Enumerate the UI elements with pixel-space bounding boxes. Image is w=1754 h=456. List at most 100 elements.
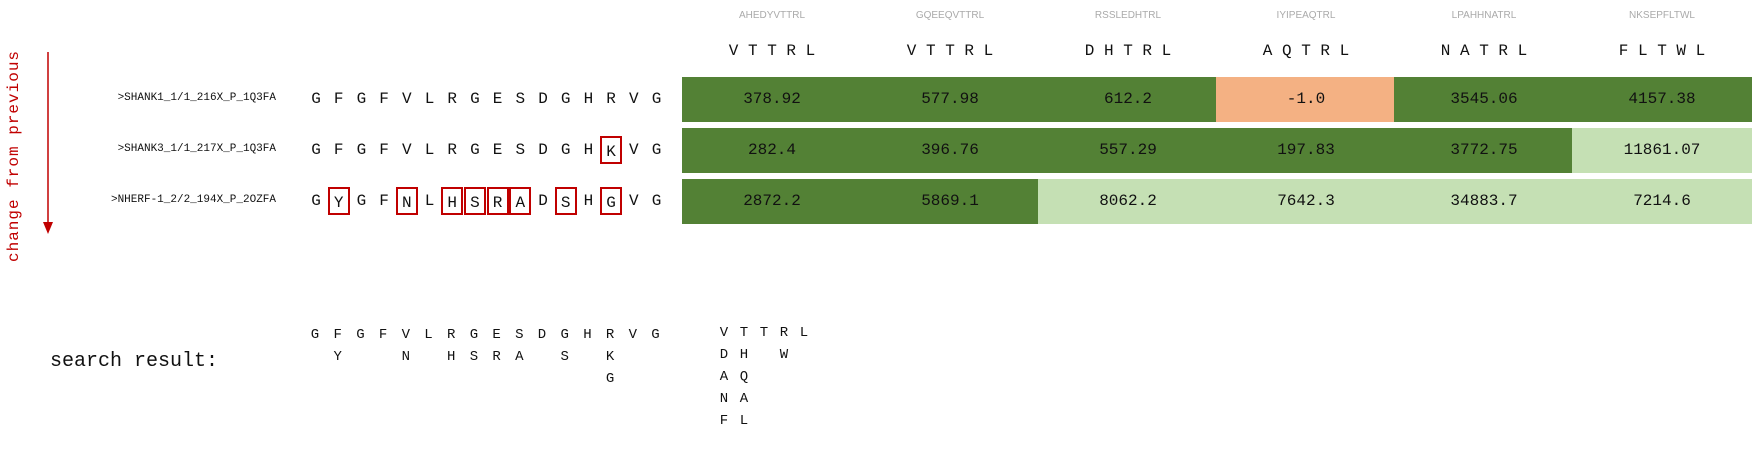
score-cell: 378.92: [682, 77, 862, 122]
score-cell: -1.0: [1216, 77, 1396, 122]
score-cell: 34883.7: [1394, 179, 1574, 224]
search-peptide-residue: F: [719, 413, 729, 429]
residue: G: [356, 192, 367, 210]
residue: F: [379, 192, 389, 210]
residue: L: [424, 192, 435, 210]
residue: G: [311, 90, 321, 108]
residue: F: [379, 141, 389, 159]
search-residue: G: [356, 327, 365, 343]
search-residue: S: [515, 327, 524, 343]
score-cell: 282.4: [682, 128, 862, 173]
residue: H: [583, 141, 594, 159]
search-peptide-residue: V: [719, 325, 729, 341]
search-residue: R: [492, 349, 501, 365]
search-peptide-residue: N: [719, 391, 729, 407]
peptide-short-label: D H T R L: [1084, 42, 1172, 60]
search-residue: L: [424, 327, 433, 343]
residue: G: [560, 90, 571, 108]
search-peptide-residue: D: [719, 347, 729, 363]
residue: V: [401, 90, 412, 108]
residue: V: [628, 90, 639, 108]
search-residue: S: [560, 349, 569, 365]
search-residue: H: [583, 327, 592, 343]
peptide-full-label: GQEEQVTTRL: [915, 10, 985, 21]
residue: L: [424, 90, 435, 108]
changed-residue: S: [463, 187, 486, 215]
residue: F: [333, 90, 344, 108]
search-peptide-residue: T: [759, 325, 769, 341]
row-label: >NHERF-1_2/2_194X_P_2OZFA: [110, 194, 276, 206]
residue: V: [628, 192, 639, 210]
changed-residue: A: [509, 187, 532, 215]
residue: G: [651, 90, 662, 108]
score-cell: 7214.6: [1572, 179, 1752, 224]
peptide-full-label: LPAHHNATRL: [1451, 10, 1517, 21]
search-result-label: search result:: [50, 350, 219, 373]
residue: R: [447, 90, 457, 108]
search-residue: G: [651, 327, 660, 343]
search-residue: F: [378, 327, 388, 343]
residue: G: [651, 192, 662, 210]
search-peptide-residue: T: [739, 325, 749, 341]
changed-residue: S: [554, 187, 577, 215]
residue: G: [470, 90, 480, 108]
residue: L: [424, 141, 435, 159]
change-label: change from previous: [5, 49, 23, 262]
search-residue: N: [401, 349, 410, 365]
score-cell: 5869.1: [860, 179, 1040, 224]
residue: G: [356, 141, 367, 159]
search-residue: V: [628, 327, 637, 343]
score-cell: 2872.2: [682, 179, 862, 224]
search-residue: H: [446, 349, 456, 365]
changed-residue: Y: [327, 187, 350, 215]
residue: S: [515, 90, 526, 108]
search-peptide-residue: L: [799, 325, 809, 341]
changed-residue: K: [600, 136, 623, 164]
changed-residue: H: [441, 187, 464, 215]
score-cell: 4157.38: [1572, 77, 1752, 122]
residue: F: [379, 90, 389, 108]
residue: D: [538, 141, 548, 159]
peptide-full-label: RSSLEDHTRL: [1094, 10, 1162, 21]
search-residue: Y: [333, 349, 342, 365]
search-residue: D: [537, 327, 547, 343]
score-cell: 3545.06: [1394, 77, 1574, 122]
residue: G: [470, 141, 480, 159]
changed-residue: N: [395, 187, 418, 215]
residue: S: [515, 141, 526, 159]
peptide-short-label: V T T R L: [728, 42, 816, 60]
residue: E: [492, 141, 503, 159]
search-peptide-residue: R: [779, 325, 789, 341]
search-residue: R: [605, 327, 615, 343]
search-residue: G: [560, 327, 569, 343]
peptide-short-label: F L T W L: [1618, 42, 1706, 60]
score-cell: 11861.07: [1572, 128, 1752, 173]
residue: G: [560, 141, 571, 159]
search-residue: G: [605, 371, 615, 387]
search-peptide-residue: Q: [739, 369, 749, 385]
search-peptide-residue: H: [739, 347, 749, 363]
peptide-short-label: V T T R L: [906, 42, 994, 60]
residue: G: [311, 192, 321, 210]
peptide-short-label: A Q T R L: [1262, 42, 1350, 60]
score-cell: 8062.2: [1038, 179, 1218, 224]
score-cell: 197.83: [1216, 128, 1396, 173]
residue: R: [606, 90, 616, 108]
search-residue: G: [310, 327, 320, 343]
peptide-short-label: N A T R L: [1440, 42, 1528, 60]
change-arrow: [43, 52, 53, 234]
residue: G: [311, 141, 321, 159]
search-residue: V: [401, 327, 410, 343]
search-residue: E: [492, 327, 501, 343]
score-cell: 557.29: [1038, 128, 1218, 173]
peptide-full-label: NKSEPFLTWL: [1629, 10, 1695, 21]
changed-residue: R: [486, 187, 509, 215]
residue: G: [356, 90, 367, 108]
residue: G: [651, 141, 662, 159]
search-residue: K: [605, 349, 615, 365]
search-peptide-residue: W: [779, 347, 789, 363]
residue: V: [401, 141, 412, 159]
search-residue: A: [515, 349, 524, 365]
score-cell: 577.98: [860, 77, 1040, 122]
search-peptide-residue: A: [719, 369, 729, 385]
